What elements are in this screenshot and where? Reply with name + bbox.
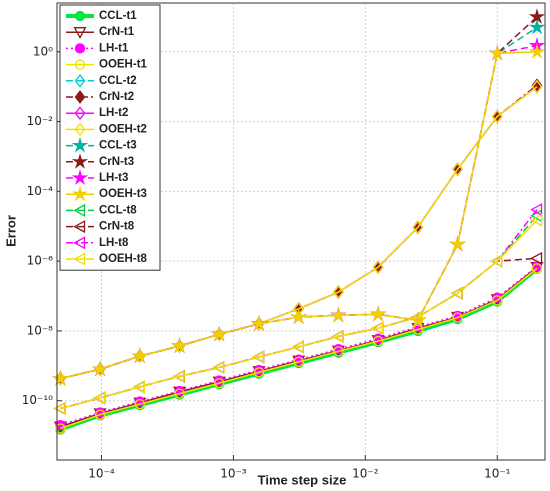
legend-label: LH-t1 xyxy=(99,42,129,54)
marker xyxy=(250,315,268,331)
legend-marker xyxy=(73,203,86,217)
x-tick-label: 10⁻² xyxy=(352,467,379,481)
legend-label: CCL-t1 xyxy=(99,10,137,22)
marker xyxy=(52,370,69,386)
marker xyxy=(172,369,185,383)
legend-label: LH-t8 xyxy=(99,237,129,249)
legend-label: CCL-t3 xyxy=(99,140,137,152)
x-axis-label: Time step size xyxy=(258,472,347,487)
marker xyxy=(330,306,347,323)
marker xyxy=(372,260,384,275)
y-tick-label: 10⁰ xyxy=(33,44,53,58)
legend-marker xyxy=(74,106,86,121)
series-line xyxy=(60,219,538,410)
marker xyxy=(134,398,145,410)
legend-label: OOEH-t3 xyxy=(99,188,147,200)
marker xyxy=(53,401,66,415)
legend-marker xyxy=(71,169,89,185)
marker xyxy=(450,286,463,300)
marker xyxy=(293,356,304,367)
marker xyxy=(369,305,387,322)
marker xyxy=(491,109,503,124)
x-tick-label: 10⁻³ xyxy=(220,467,247,481)
marker xyxy=(133,380,145,394)
marker xyxy=(171,337,188,353)
legend-marker xyxy=(74,73,86,88)
marker xyxy=(531,263,543,274)
legend-label: OOEH-t1 xyxy=(99,59,148,71)
series-line xyxy=(60,267,538,430)
marker xyxy=(212,360,225,374)
marker xyxy=(412,324,423,335)
marker xyxy=(174,388,185,399)
marker xyxy=(449,235,466,252)
marker xyxy=(528,18,546,35)
legend-marker xyxy=(71,153,89,169)
legend-marker xyxy=(73,27,87,39)
legend-label: CrN-t2 xyxy=(99,91,134,103)
y-tick-label: 10⁻² xyxy=(27,114,54,128)
marker xyxy=(489,44,506,61)
marker xyxy=(452,312,463,323)
legend-marker xyxy=(71,137,89,153)
legend-marker xyxy=(74,10,86,22)
marker xyxy=(91,360,109,377)
legend-label: CCL-t8 xyxy=(99,204,137,216)
y-tick-label: 10⁻⁶ xyxy=(27,254,54,268)
marker xyxy=(211,325,228,342)
marker xyxy=(528,8,546,24)
x-tick-label: 10⁻¹ xyxy=(484,467,511,481)
legend-marker xyxy=(73,220,86,234)
marker xyxy=(530,203,543,217)
legend-label: CrN-t8 xyxy=(99,221,135,233)
legend-marker xyxy=(74,122,86,137)
marker xyxy=(372,335,384,347)
marker xyxy=(55,423,66,434)
marker xyxy=(490,254,503,268)
legend-marker xyxy=(74,59,86,70)
legend-label: OOEH-t8 xyxy=(99,253,148,265)
legend-marker xyxy=(73,252,86,266)
marker xyxy=(291,340,304,354)
marker xyxy=(333,346,344,357)
marker xyxy=(412,220,424,235)
marker xyxy=(531,79,543,94)
legend-label: LH-t2 xyxy=(99,107,128,119)
marker xyxy=(411,310,423,324)
legend-marker xyxy=(71,185,89,202)
legend-label: LH-t3 xyxy=(99,172,128,184)
legend-label: CrN-t1 xyxy=(99,26,135,38)
marker xyxy=(214,377,225,389)
marker xyxy=(253,367,265,378)
marker xyxy=(93,391,106,405)
marker xyxy=(290,308,307,324)
legend-label: CrN-t3 xyxy=(99,156,134,168)
legend-marker xyxy=(73,236,86,250)
marker xyxy=(131,347,149,364)
y-tick-label: 10⁻⁴ xyxy=(27,184,54,198)
legend-label: OOEH-t2 xyxy=(99,123,147,135)
legend-marker xyxy=(74,43,86,54)
y-tick-label: 10⁻¹⁰ xyxy=(22,393,53,407)
marker xyxy=(252,350,265,364)
marker xyxy=(528,43,546,59)
marker xyxy=(94,409,106,420)
x-tick-label: 10⁻⁴ xyxy=(88,467,115,481)
marker xyxy=(452,162,463,177)
marker xyxy=(530,251,543,265)
y-tick-label: 10⁻⁸ xyxy=(27,323,54,337)
plot-frame xyxy=(56,2,546,461)
marker xyxy=(371,321,384,335)
legend-label: CCL-t2 xyxy=(99,75,137,87)
marker xyxy=(333,285,344,299)
marker xyxy=(530,213,543,227)
marker xyxy=(331,329,344,343)
y-axis-label: Error xyxy=(3,215,18,247)
legend-marker xyxy=(74,90,86,104)
marker xyxy=(492,295,503,306)
